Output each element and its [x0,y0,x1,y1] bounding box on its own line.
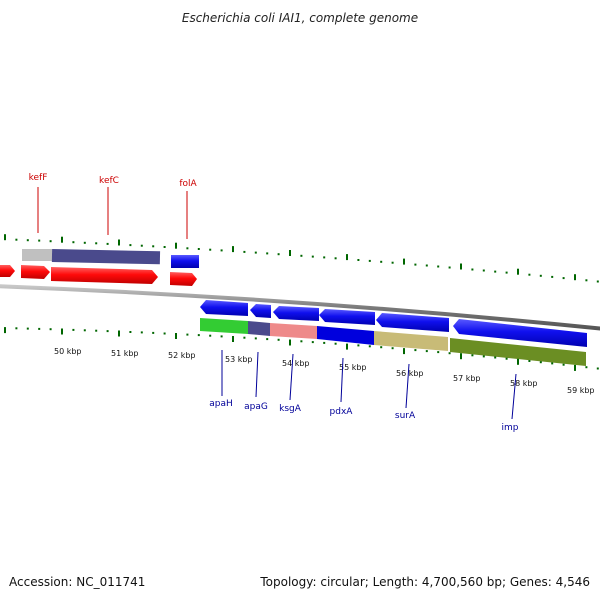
cds-arrow-left-edge [0,265,15,277]
reverse-gene-labels: apaH apaG ksgA pdxA surA imp [209,350,519,433]
chromosome-backbone [0,284,600,331]
kbp-label: 50 kbp [54,347,82,356]
kbp-label: 53 kbp [225,355,253,364]
forward-gene-labels: kefF kefC folA [29,173,198,239]
kbp-label: 51 kbp [111,349,139,358]
color-bar-surA [374,331,448,351]
gene-label-surA[interactable]: surA [395,411,416,421]
tick-row-top [4,234,599,283]
kbp-label: 55 kbp [339,363,367,372]
gene-label-folA[interactable]: folA [179,179,197,189]
leader-line-apaG [255,351,259,398]
gene-label-apaH[interactable]: apaH [209,399,233,409]
gene-label-pdxA[interactable]: pdxA [330,407,354,417]
kbp-label: 54 kbp [282,359,310,368]
cds-arrow-folA [170,272,197,286]
gene-label-kefF[interactable]: kefF [29,173,48,183]
leader-line-ksgA [289,353,294,401]
kbp-scale-labels: 50 kbp 51 kbp 52 kbp 53 kbp 54 kbp 55 kb… [54,347,595,395]
tick-row-bottom [4,327,599,371]
color-bar-gray [22,249,52,261]
genome-summary: Topology: circular; Length: 4,700,560 bp… [259,575,590,589]
gene-label-imp[interactable]: imp [502,423,519,433]
gene-label-ksgA[interactable]: ksgA [279,404,302,414]
cds-arrow-apaH [200,300,248,316]
kbp-label: 56 kbp [396,369,424,378]
color-bar-apaG [248,321,270,336]
leader-line-pdxA [340,357,344,403]
color-bar-apaH [200,318,248,334]
kbp-label: 57 kbp [453,374,481,383]
cds-arrow-imp [453,319,587,347]
color-bar-ksgA [270,323,317,339]
cds-arrow-pdxA [319,309,375,325]
cds-arrow-surA [376,313,449,332]
color-bar-imp [450,338,586,366]
cds-arrow-apaG [250,304,271,318]
genome-title: Escherichia coli IAI1, complete genome [182,11,418,25]
accession-label: Accession: NC_011741 [9,575,145,589]
leader-line-imp [511,373,517,420]
reverse-strand-features [200,300,587,366]
cds-arrow-ksgA [273,306,319,321]
kbp-label: 58 kbp [510,379,538,388]
color-bar-pdxA [317,326,374,345]
color-bar-kefC [51,249,161,265]
kbp-label: 52 kbp [168,351,196,360]
gene-label-apaG[interactable]: apaG [244,402,268,412]
cds-arrow-kefF [21,265,50,279]
cds-arrow-kefC [51,267,158,284]
gene-label-kefC[interactable]: kefC [99,176,119,186]
cds-block-folA-blue [171,255,199,268]
leader-line-surA [405,363,410,409]
forward-strand-features [0,249,199,286]
kbp-label: 59 kbp [567,386,595,395]
